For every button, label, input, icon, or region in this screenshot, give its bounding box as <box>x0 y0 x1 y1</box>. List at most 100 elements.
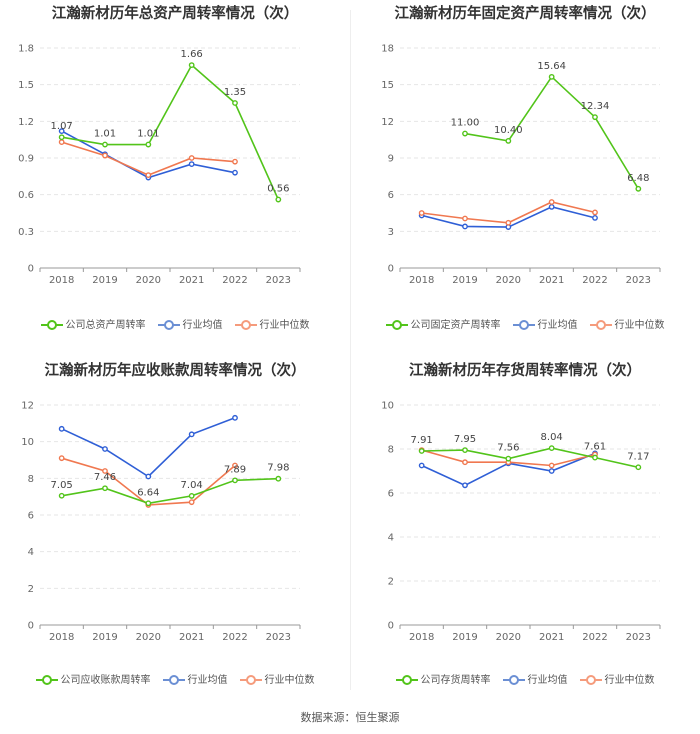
data-point <box>548 462 555 469</box>
data-label: 1.01 <box>94 129 116 140</box>
y-tick-label: 6 <box>28 511 34 522</box>
data-point <box>418 462 425 469</box>
y-tick-label: 8 <box>388 445 394 456</box>
legend-item[interactable]: 行业均值 <box>157 316 223 331</box>
legend-item[interactable]: 行业均值 <box>162 671 228 686</box>
data-label: 6.48 <box>627 173 649 184</box>
legend-item[interactable]: 行业中位数 <box>234 316 310 331</box>
data-label: 7.05 <box>51 480 73 491</box>
y-tick-label: 0.3 <box>18 227 34 238</box>
data-point <box>592 454 598 461</box>
data-point <box>145 141 152 148</box>
chart-panel-inventory-turnover: 江瀚新材历年存货周转率情况（次） 0 2 4 6 8 10 2018 2019 2020 2021… <box>350 357 700 712</box>
y-tick-label: 1.2 <box>18 117 34 128</box>
legend-item[interactable]: 行业中位数 <box>239 671 315 686</box>
legend-item[interactable]: 行业中位数 <box>579 671 655 686</box>
y-tick-label: 8 <box>28 474 34 485</box>
data-label: 7.56 <box>497 443 519 454</box>
data-point <box>58 128 65 135</box>
x-tick-label: 2021 <box>179 632 204 643</box>
legend-item[interactable]: 公司固定资产周转率 <box>385 316 501 331</box>
x-tick-label: 2023 <box>626 632 651 643</box>
data-label: 7.46 <box>94 472 116 483</box>
panel-divider <box>350 10 351 690</box>
legend-marker-icon <box>35 675 58 685</box>
legend-item[interactable]: 行业均值 <box>512 316 578 331</box>
legend-item[interactable]: 公司应收账款周转率 <box>35 671 151 686</box>
y-tick-label: 0 <box>388 621 394 632</box>
x-tick-label: 2020 <box>136 632 161 643</box>
data-point <box>462 223 468 230</box>
data-point <box>188 493 195 499</box>
x-tick-label: 2020 <box>496 632 521 643</box>
chart-plot: 0 0.3 0.6 0.9 1.2 1.5 1.8 2018 2019 2020 2021 2022 2… <box>18 44 301 286</box>
data-point <box>188 155 195 161</box>
chart-title: 江瀚新材历年总资产周转率情况（次） <box>51 6 299 22</box>
data-label: 12.34 <box>581 101 610 112</box>
y-tick-label: 10 <box>381 401 394 412</box>
data-label: 0.56 <box>267 184 289 195</box>
data-label: 1.35 <box>224 87 246 98</box>
data-point <box>505 137 512 144</box>
data-point <box>505 219 512 226</box>
data-point <box>58 425 65 432</box>
data-point <box>102 485 108 492</box>
legend-marker-icon <box>385 320 408 330</box>
y-tick-label: 2 <box>28 584 34 595</box>
data-point <box>102 141 108 148</box>
x-tick-label: 2022 <box>222 275 247 286</box>
data-label: 7.95 <box>454 434 476 445</box>
x-tick-label: 2018 <box>409 632 434 643</box>
data-label: 10.40 <box>494 125 523 136</box>
y-tick-label: 15 <box>381 80 394 91</box>
x-tick-label: 2023 <box>266 632 291 643</box>
data-label: 11.00 <box>451 118 480 129</box>
legend-item[interactable]: 行业均值 <box>502 671 568 686</box>
data-point <box>462 459 468 466</box>
data-point <box>275 475 282 482</box>
x-tick-label: 2019 <box>92 632 117 643</box>
data-point <box>548 199 555 205</box>
y-tick-label: 0 <box>388 264 394 275</box>
chart-title: 江瀚新材历年存货周转率情况（次） <box>409 363 641 379</box>
chart-panel-total-asset-turnover: 江瀚新材历年总资产周转率情况（次） 0 0.3 0.6 0.9 1.2 1.5 1.8 201… <box>0 0 350 355</box>
data-point <box>418 210 425 216</box>
y-tick-label: 12 <box>381 117 394 128</box>
x-tick-label: 2018 <box>409 275 434 286</box>
data-point <box>232 169 238 176</box>
chart-plot: 0 3 6 9 12 15 18 2018 2019 2020 2021 2022 2023 11.00 1… <box>381 44 661 286</box>
legend-label: 公司应收账款周转率 <box>60 675 151 686</box>
data-point <box>592 209 598 216</box>
legend-marker-icon <box>502 675 525 685</box>
series-line <box>421 447 639 469</box>
data-label: 1.07 <box>51 121 73 132</box>
legend-label: 公司存货周转率 <box>420 675 491 686</box>
legend-marker-icon <box>234 320 257 330</box>
legend-marker-icon <box>40 320 63 330</box>
x-tick-label: 2019 <box>452 275 477 286</box>
chart-legend: 公司存货周转率 行业均值 行业中位数 <box>350 671 700 686</box>
legend-item[interactable]: 公司总资产周转率 <box>40 316 146 331</box>
data-label: 7.17 <box>627 451 649 462</box>
x-tick-label: 2023 <box>626 275 651 286</box>
data-point <box>232 477 238 484</box>
data-point <box>635 185 642 192</box>
y-tick-label: 0 <box>28 621 34 632</box>
data-label: 6.64 <box>137 487 159 498</box>
legend-marker-icon <box>162 675 185 685</box>
data-point <box>188 62 195 69</box>
data-label: 1.01 <box>137 129 159 140</box>
y-tick-label: 4 <box>388 533 394 544</box>
data-point <box>462 482 468 489</box>
y-tick-label: 3 <box>388 227 394 238</box>
x-tick-label: 2019 <box>92 275 117 286</box>
y-tick-label: 12 <box>21 401 34 412</box>
chart-legend: 公司总资产周转率 行业均值 行业中位数 <box>0 316 350 331</box>
legend-item[interactable]: 公司存货周转率 <box>395 671 491 686</box>
legend-label: 行业均值 <box>537 320 578 331</box>
data-point <box>102 446 108 452</box>
series-line <box>61 63 280 200</box>
y-tick-label: 0.9 <box>18 154 34 165</box>
legend-item[interactable]: 行业中位数 <box>589 316 665 331</box>
legend-label: 行业均值 <box>182 320 223 331</box>
